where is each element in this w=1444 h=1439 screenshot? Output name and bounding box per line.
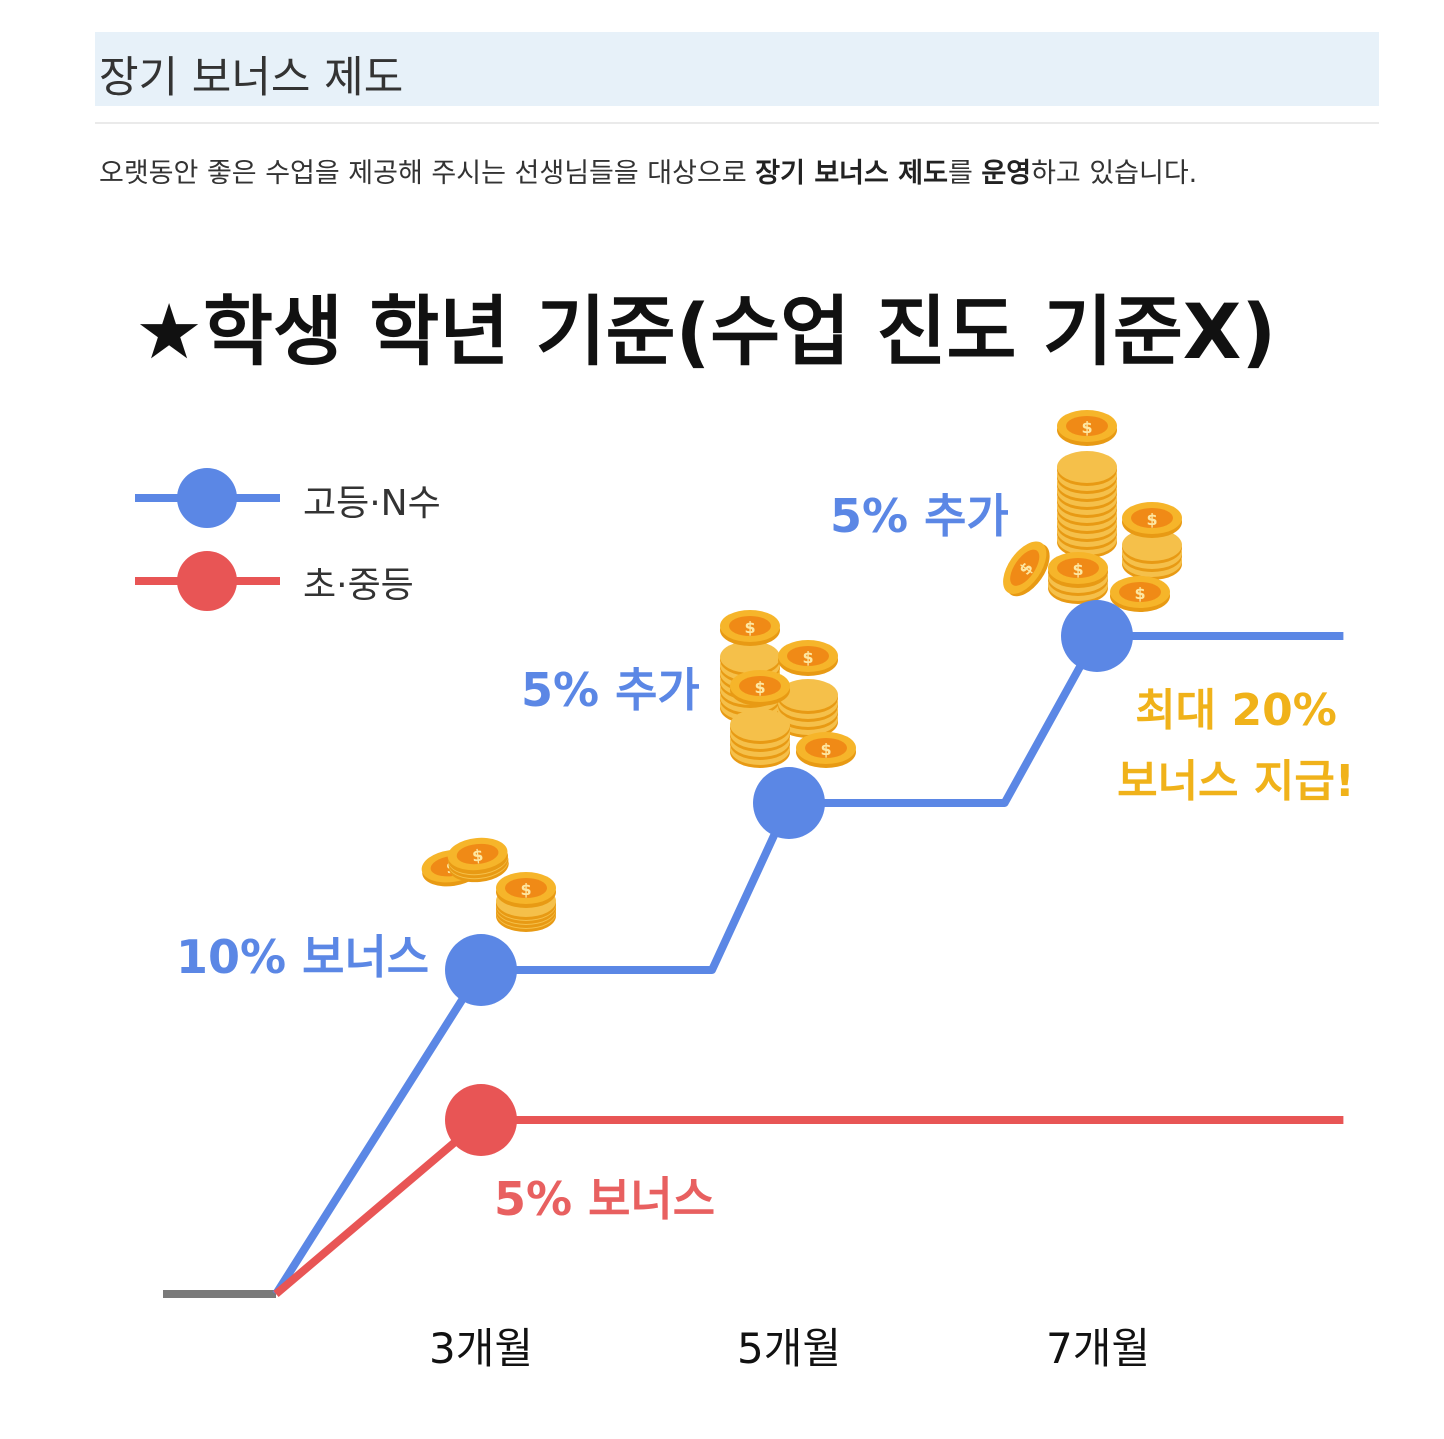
section-header: 장기 보너스 제도: [95, 32, 1379, 106]
label-high-add-1: 5% 추가: [521, 663, 700, 717]
coins-2: [720, 610, 856, 768]
label-high-add-2: 5% 추가: [830, 489, 1009, 543]
x-tick-3: 3개월: [429, 1324, 533, 1373]
intro-bold-1: 장기 보너스 제도: [755, 158, 948, 189]
legend-label-high: 고등·N수: [303, 483, 441, 524]
series-0-point-5: [1061, 600, 1133, 672]
intro-text: 오랫동안 좋은 수업을 제공해 주시는 선생님들을 대상으로 장기 보너스 제도…: [99, 151, 1197, 190]
section-title: 장기 보너스 제도: [99, 53, 404, 103]
intro-suffix: 하고 있습니다.: [1031, 158, 1198, 189]
series-1-point-1: [445, 1084, 517, 1156]
legend-label-low: 초·중등: [303, 565, 414, 606]
divider: [95, 122, 1379, 124]
series-layer: [272, 600, 1344, 1298]
legend: 고등·N수 초·중등: [135, 468, 441, 611]
label-high-10: 10% 보너스: [176, 930, 429, 984]
intro-prefix: 오랫동안 좋은 수업을 제공해 주시는 선생님들을 대상으로: [99, 158, 756, 189]
legend-marker-low: [177, 551, 237, 611]
x-tick-5: 5개월: [737, 1324, 841, 1373]
legend-marker-high: [177, 468, 237, 528]
intro-bold-2: 운영: [981, 158, 1032, 189]
coins-3: [994, 410, 1182, 612]
intro-mid: 를: [947, 158, 982, 189]
chart-title: ★학생 학년 기준(수업 진도 기준X): [135, 287, 1276, 376]
x-tick-7: 7개월: [1046, 1324, 1150, 1373]
annotation-line-1: 최대 20%: [1135, 685, 1337, 736]
label-low-5: 5% 보너스: [494, 1172, 715, 1226]
series-0-point-3: [753, 767, 825, 839]
annotation-line-2: 보너스 지급!: [1117, 756, 1355, 807]
coins-1: [419, 834, 556, 932]
series-0-point-1: [445, 934, 517, 1006]
series-line-1: [273, 1116, 1344, 1298]
